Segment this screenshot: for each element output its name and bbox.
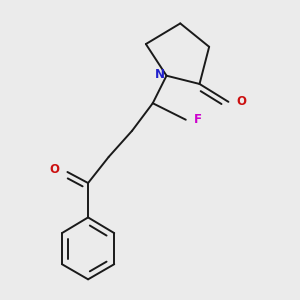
Text: F: F [194,113,202,126]
Text: O: O [50,163,60,176]
Text: O: O [236,95,246,108]
Text: N: N [154,68,165,81]
